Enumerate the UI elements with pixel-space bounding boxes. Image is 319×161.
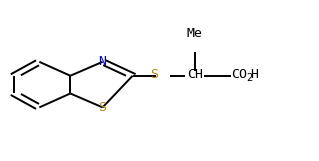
- Text: N: N: [99, 55, 107, 68]
- Text: S: S: [150, 68, 158, 81]
- Text: CO: CO: [231, 68, 247, 81]
- Text: H: H: [250, 68, 258, 81]
- Text: CH: CH: [187, 68, 203, 81]
- Text: Me: Me: [187, 27, 203, 40]
- Text: 2: 2: [246, 73, 252, 83]
- Text: S: S: [99, 101, 107, 114]
